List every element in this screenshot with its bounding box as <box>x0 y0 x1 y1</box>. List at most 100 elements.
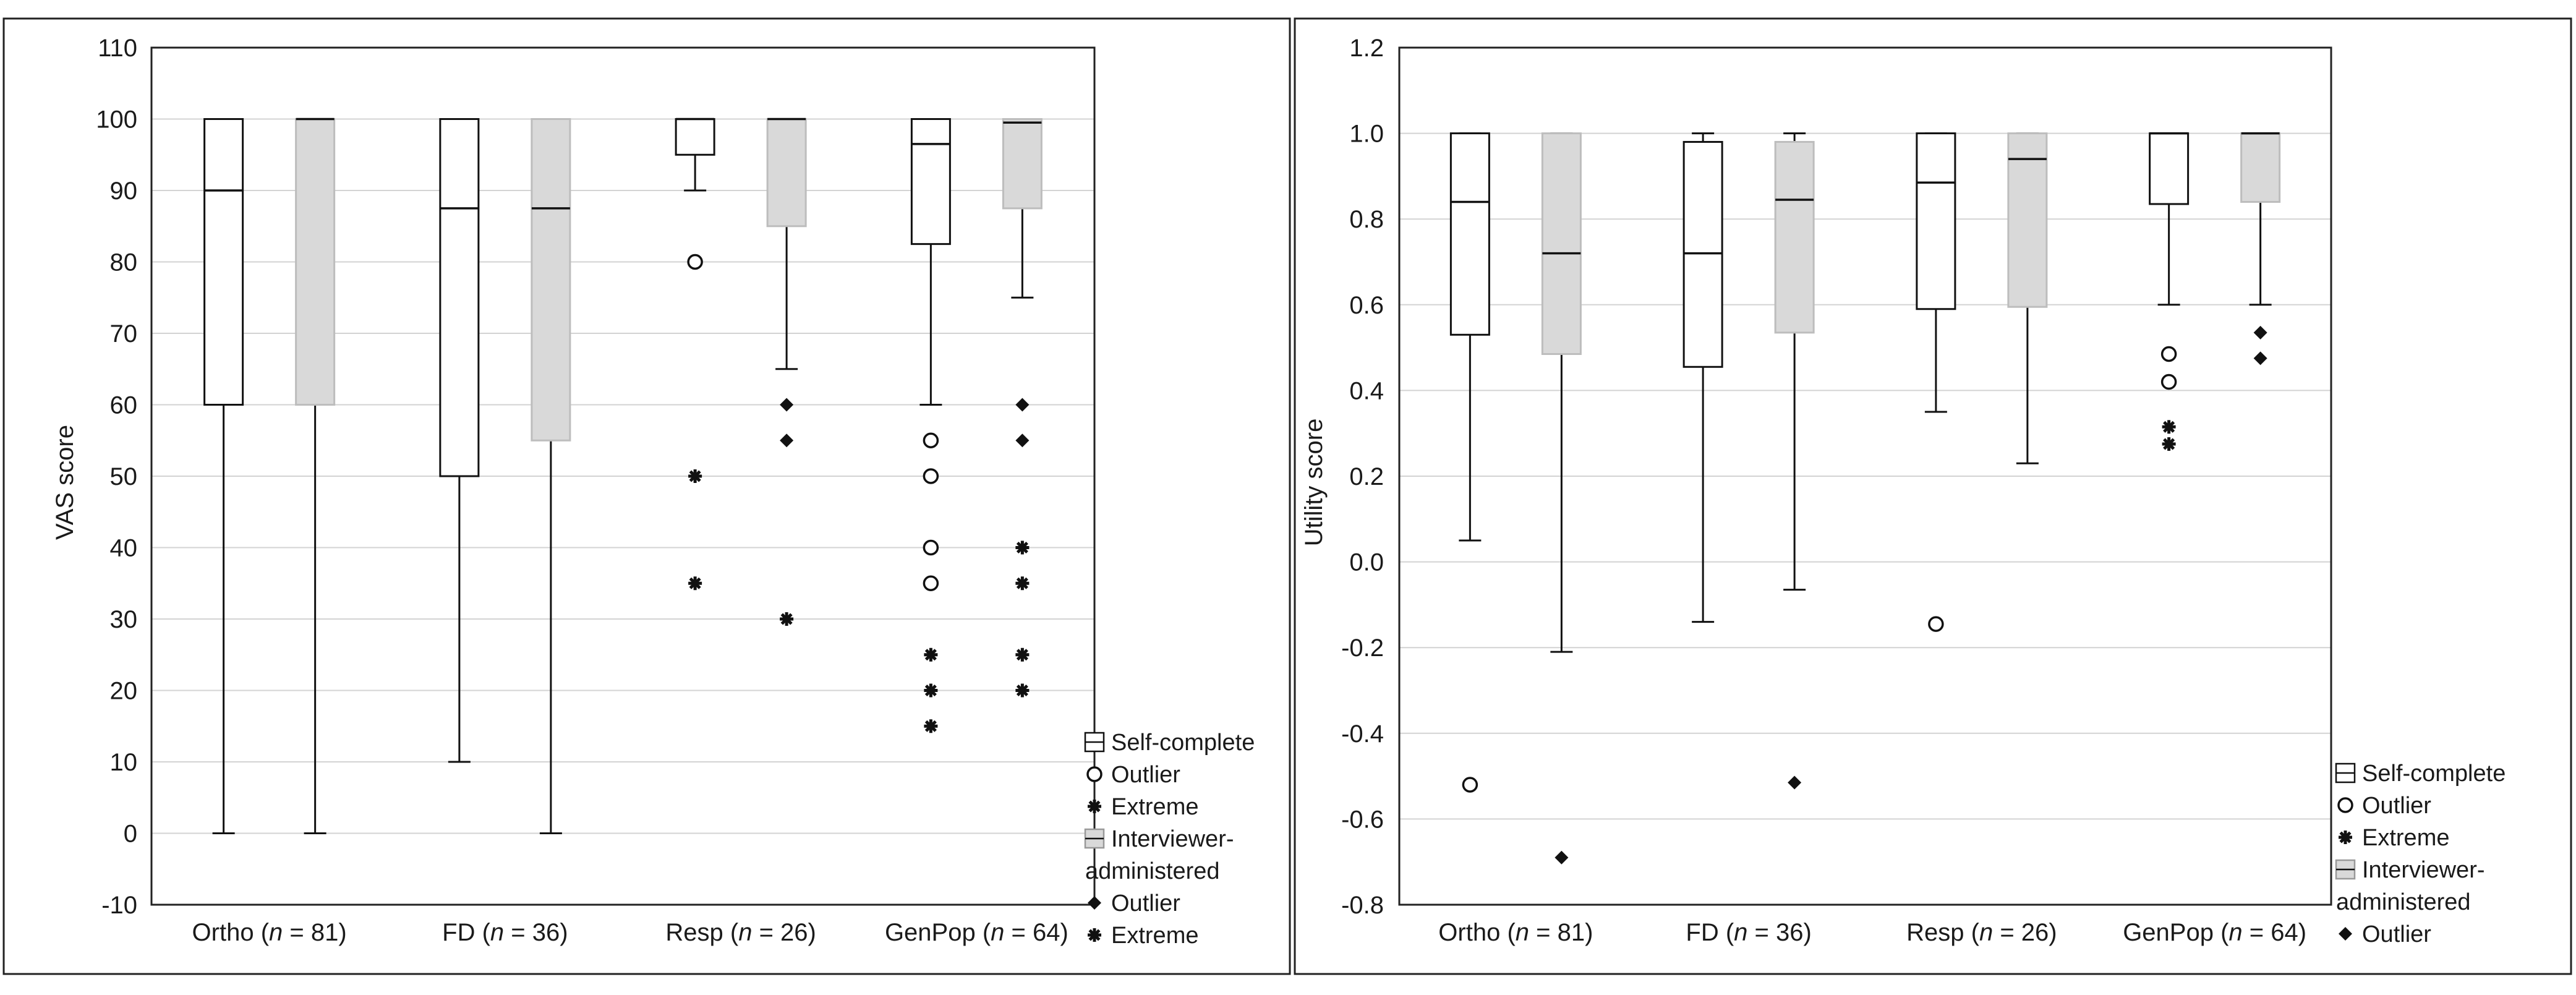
legend-item: Outlier <box>1088 890 1180 916</box>
y-tick-label: 50 <box>110 463 138 490</box>
interviewer-box-resp <box>766 117 807 626</box>
y-tick-label: 90 <box>110 177 138 205</box>
outlier-marker <box>2253 325 2267 339</box>
interviewer-box-fd <box>1774 132 1815 790</box>
y-tick-label: 0.0 <box>1349 549 1384 576</box>
extreme-marker <box>1015 683 1030 698</box>
iqr-box <box>2240 132 2281 203</box>
legend-extreme-marker <box>1088 800 1101 813</box>
extreme-marker <box>924 647 938 662</box>
x-tick-labels: Ortho (n = 81) FD (n = 36) Resp (n = 26) Ge… <box>192 919 1068 946</box>
y-tick-label: -0.8 <box>1341 892 1384 919</box>
outlier-marker <box>923 539 939 556</box>
iqr-box <box>1449 132 1490 336</box>
x-tick-label: FD (n = 36) <box>442 919 568 946</box>
extreme-marker <box>688 576 702 591</box>
box-plots <box>1449 132 2281 865</box>
legend: Self-complete Outlier Extreme Interviewer-a… <box>2335 761 2506 947</box>
plot-area-frame <box>1398 46 2332 906</box>
outlier-marker <box>780 433 794 448</box>
self-complete-box-genpop <box>910 118 951 733</box>
vas-boxplot-chart: VAS score -10 0 10 20 30 40 50 60 70 80 90 100 110 O… <box>51 35 1255 949</box>
interviewer-box-genpop <box>2240 132 2281 365</box>
outlier-marker <box>2253 351 2267 365</box>
iqr-box <box>203 118 244 406</box>
outlier-marker <box>1555 850 1569 865</box>
self-complete-box-resp <box>1916 132 1956 632</box>
y-tick-label: 40 <box>110 535 138 562</box>
legend-outlier-marker <box>2339 927 2352 941</box>
y-tick-label: -0.6 <box>1341 806 1384 833</box>
legend-item: Outlier <box>1086 762 1180 788</box>
outlier-marker <box>780 398 794 412</box>
y-axis-label: VAS score <box>51 425 79 540</box>
y-tick-label: 0.8 <box>1349 206 1384 233</box>
y-tick-label: 0.4 <box>1349 377 1384 404</box>
box-plots <box>203 117 1043 834</box>
legend-extreme-marker <box>1088 928 1101 942</box>
legend-item: Self-complete <box>1084 730 1255 756</box>
extreme-marker <box>924 719 938 733</box>
x-tick-label: Resp (n = 26) <box>665 919 816 946</box>
left-panel-frame <box>2 17 1291 975</box>
extreme-marker <box>2162 437 2176 451</box>
x-tick-label: GenPop (n = 64) <box>885 919 1068 946</box>
outlier-marker <box>687 254 703 270</box>
iqr-box <box>1541 132 1582 355</box>
y-tick-label: 1.0 <box>1349 121 1384 148</box>
outlier-marker <box>923 432 939 448</box>
y-axis-label: Utility score <box>1300 419 1328 547</box>
outlier-marker <box>923 468 939 484</box>
utility-boxplot-chart: Utility score -0.8 -0.6 -0.4 -0.2 0.0 0.2 0.4 0… <box>1300 35 2506 947</box>
legend-item: Extreme <box>1088 923 1198 949</box>
x-tick-labels: Ortho (n = 81) FD (n = 36) Resp (n = 26) Ge… <box>1438 919 2306 946</box>
self-complete-box-resp <box>675 117 715 591</box>
legend-label: Outlier <box>1111 890 1180 916</box>
legend-item: Outlier <box>2339 921 2431 947</box>
iqr-box <box>295 118 336 406</box>
interviewer-box-ortho <box>295 117 336 834</box>
extreme-marker <box>1015 540 1030 555</box>
iqr-box <box>439 118 480 477</box>
interviewer-box-fd <box>531 118 571 834</box>
y-tick-label: 110 <box>98 35 137 62</box>
y-tick-label: 30 <box>110 606 138 633</box>
iqr-box <box>1916 132 1956 310</box>
extreme-marker <box>688 469 702 483</box>
y-tick-labels: -10 0 10 20 30 40 50 60 70 80 90 100 110 <box>96 35 137 919</box>
y-tick-label: 80 <box>110 249 138 276</box>
y-tick-label: -0.2 <box>1341 634 1384 662</box>
legend-label: Self-complete <box>1111 730 1255 756</box>
x-tick-label: GenPop (n = 64) <box>2123 919 2306 946</box>
legend-item: Extreme <box>2339 825 2449 851</box>
x-tick-label: FD (n = 36) <box>1686 919 1811 946</box>
legend-label: Extreme <box>1111 923 1198 949</box>
y-tick-label: 60 <box>110 392 138 419</box>
y-tick-label: 0.6 <box>1349 292 1384 319</box>
legend-item: Interviewer-administered <box>1084 826 1234 884</box>
extreme-marker <box>1015 576 1030 591</box>
legend-outlier-marker <box>1088 896 1101 910</box>
plot-area-frame <box>150 46 1096 906</box>
self-complete-box-ortho <box>1449 132 1490 793</box>
outlier-marker <box>923 575 939 591</box>
iqr-box <box>2007 132 2048 308</box>
legend: Self-complete Outlier Extreme Interviewer-a… <box>1084 730 1255 949</box>
y-tick-label: 10 <box>110 749 138 776</box>
legend-item: Interviewer-administered <box>2335 857 2485 915</box>
legend-outlier-marker <box>1086 766 1102 782</box>
outlier-marker <box>1788 775 1802 790</box>
x-tick-label: Resp (n = 26) <box>1906 919 2057 946</box>
y-tick-label: -0.4 <box>1341 720 1384 748</box>
self-complete-box-ortho <box>203 118 244 834</box>
interviewer-box-genpop <box>1002 118 1043 698</box>
legend-label: Outlier <box>2362 921 2431 947</box>
outlier-marker <box>1015 433 1030 448</box>
outlier-marker <box>1928 616 1944 632</box>
iqr-box <box>1002 118 1043 210</box>
legend-item: Outlier <box>2337 793 2431 819</box>
legend-extreme-marker <box>2339 831 2352 844</box>
iqr-box <box>675 118 715 156</box>
